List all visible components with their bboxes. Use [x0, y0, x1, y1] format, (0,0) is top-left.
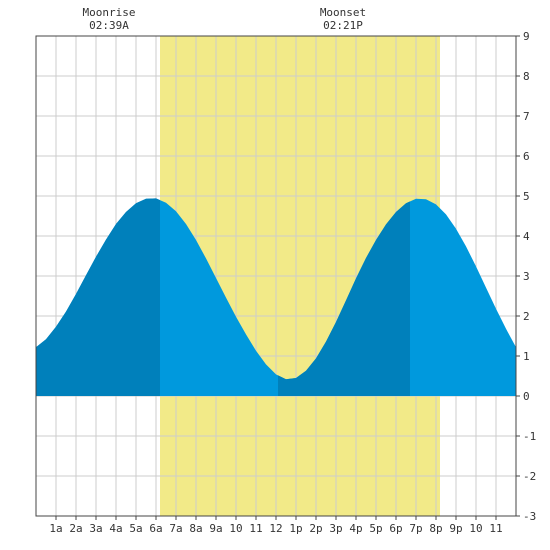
y-tick-label: 4: [523, 230, 530, 243]
x-tick-label: 10: [469, 522, 482, 535]
x-tick-label: 2p: [309, 522, 322, 535]
x-tick-label: 7p: [409, 522, 422, 535]
moon-event-label: Moonset: [320, 6, 366, 19]
y-tick-label: -2: [523, 470, 536, 483]
x-tick-label: 6p: [389, 522, 402, 535]
moon-event-time: 02:21P: [323, 19, 363, 32]
x-tick-label: 12: [269, 522, 282, 535]
x-tick-label: 5a: [129, 522, 142, 535]
x-tick-label: 5p: [369, 522, 382, 535]
x-tick-label: 2a: [69, 522, 82, 535]
y-tick-label: 3: [523, 270, 530, 283]
y-tick-label: 1: [523, 350, 530, 363]
y-tick-label: 5: [523, 190, 530, 203]
x-tick-labels: 1a 2a 3a 4a 5a 6a 7a 8a 9a 10 11 12 1p 2p 3p 4p 5p 6p 7p 8p…: [49, 516, 503, 535]
x-tick-label: 9p: [449, 522, 462, 535]
y-tick-label: 8: [523, 70, 530, 83]
x-tick-label: 11: [489, 522, 502, 535]
x-tick-label: 7a: [169, 522, 182, 535]
x-tick-label: 1p: [289, 522, 302, 535]
y-tick-label: -1: [523, 430, 536, 443]
y-tick-label: 9: [523, 30, 530, 43]
y-tick-label: 2: [523, 310, 530, 323]
x-tick-label: 10: [229, 522, 242, 535]
x-tick-label: 11: [249, 522, 262, 535]
moon-event-label: Moonrise: [83, 6, 136, 19]
x-tick-label: 3p: [329, 522, 342, 535]
y-tick-label: -3: [523, 510, 536, 523]
x-tick-label: 1a: [49, 522, 62, 535]
x-tick-label: 4p: [349, 522, 362, 535]
y-tick-label: 7: [523, 110, 530, 123]
x-tick-label: 3a: [89, 522, 102, 535]
x-tick-label: 9a: [209, 522, 222, 535]
x-tick-label: 8p: [429, 522, 442, 535]
x-tick-label: 6a: [149, 522, 162, 535]
y-tick-labels: -3 -2 -1 0 1 2 3 4 5 6 7 8 9: [516, 30, 536, 523]
moon-event-time: 02:39A: [89, 19, 129, 32]
y-tick-label: 6: [523, 150, 530, 163]
y-tick-label: 0: [523, 390, 530, 403]
x-tick-label: 8a: [189, 522, 202, 535]
x-tick-label: 4a: [109, 522, 122, 535]
